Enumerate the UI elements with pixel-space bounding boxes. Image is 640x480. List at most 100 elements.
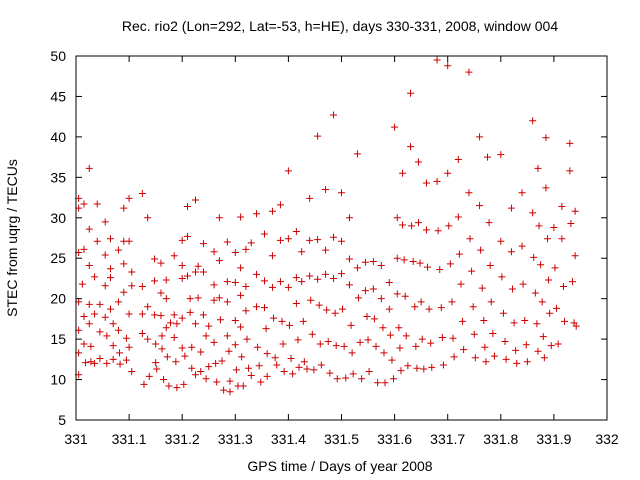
data-point — [438, 333, 446, 341]
data-point — [340, 342, 348, 350]
data-point — [237, 323, 245, 331]
data-point — [408, 222, 416, 230]
data-point — [330, 111, 338, 119]
data-point — [512, 346, 520, 354]
x-tick-label: 331.5 — [324, 431, 359, 447]
data-point — [210, 296, 218, 304]
data-point — [178, 274, 186, 282]
data-point — [284, 167, 292, 175]
data-point — [180, 380, 188, 388]
data-point — [566, 139, 574, 147]
data-point — [232, 366, 240, 374]
data-point — [465, 68, 473, 76]
data-point — [550, 223, 558, 231]
data-point — [381, 379, 389, 387]
data-point — [353, 264, 361, 272]
data-point — [482, 358, 490, 366]
data-point — [338, 189, 345, 197]
data-point — [138, 190, 146, 198]
data-point — [116, 349, 124, 357]
data-point — [427, 339, 435, 347]
data-point — [103, 359, 111, 367]
data-point — [91, 359, 99, 367]
data-point — [287, 355, 295, 363]
data-point — [487, 298, 495, 306]
data-point — [157, 259, 165, 267]
data-point — [507, 204, 515, 212]
data-point — [107, 274, 115, 282]
data-point — [138, 283, 146, 291]
data-point — [380, 349, 388, 357]
data-point — [253, 303, 261, 311]
data-point — [276, 201, 284, 209]
data-point — [125, 194, 133, 202]
data-point — [231, 317, 239, 325]
data-point — [91, 310, 99, 318]
data-point — [223, 238, 231, 246]
data-point — [254, 343, 262, 351]
data-point — [125, 343, 133, 351]
data-point — [354, 294, 362, 302]
data-point — [428, 363, 436, 371]
data-point — [237, 213, 245, 221]
data-point — [446, 260, 454, 268]
data-point — [450, 353, 458, 361]
data-point — [537, 261, 545, 269]
y-tick-label: 40 — [50, 129, 66, 145]
data-point — [395, 324, 403, 332]
data-point — [173, 320, 181, 328]
data-point — [558, 202, 566, 210]
data-point — [85, 164, 93, 172]
data-point — [445, 222, 453, 230]
data-point — [422, 226, 430, 234]
data-point — [172, 358, 180, 366]
data-point — [513, 359, 521, 367]
data-point — [546, 309, 554, 317]
data-point — [271, 354, 279, 362]
y-tick-label: 25 — [50, 250, 66, 266]
data-point — [199, 311, 207, 319]
data-point — [109, 320, 117, 328]
data-point — [484, 153, 492, 161]
data-point — [374, 379, 382, 387]
data-point — [411, 303, 419, 311]
data-point — [268, 283, 276, 291]
data-point — [101, 282, 109, 290]
data-point — [502, 355, 510, 363]
data-point — [223, 278, 231, 286]
data-point — [345, 214, 353, 222]
data-point — [306, 194, 314, 202]
data-point — [242, 245, 250, 253]
data-point — [216, 316, 224, 324]
data-point — [439, 361, 447, 369]
data-point — [545, 276, 553, 284]
x-tick-label: 331.4 — [271, 431, 306, 447]
data-point — [162, 295, 170, 303]
data-point — [542, 134, 550, 142]
data-point — [326, 369, 334, 377]
data-point — [87, 358, 95, 366]
data-point — [530, 253, 538, 261]
data-point — [170, 252, 178, 260]
data-point — [205, 363, 213, 371]
data-point — [468, 267, 476, 275]
data-point — [501, 338, 509, 346]
y-tick-label: 10 — [50, 372, 66, 388]
data-point — [107, 235, 115, 243]
data-point — [237, 264, 245, 272]
data-point — [553, 304, 561, 312]
data-point — [333, 375, 341, 383]
data-point — [485, 219, 493, 227]
data-point — [257, 378, 265, 386]
data-point — [534, 347, 542, 355]
data-point — [480, 317, 488, 325]
data-point — [379, 324, 387, 332]
data-point — [397, 367, 405, 375]
data-point — [308, 330, 316, 338]
data-point — [261, 304, 269, 312]
data-point — [261, 277, 269, 285]
data-point — [162, 276, 170, 284]
x-tick-label: 331.8 — [483, 431, 518, 447]
data-point — [572, 322, 580, 330]
data-point — [82, 359, 90, 367]
